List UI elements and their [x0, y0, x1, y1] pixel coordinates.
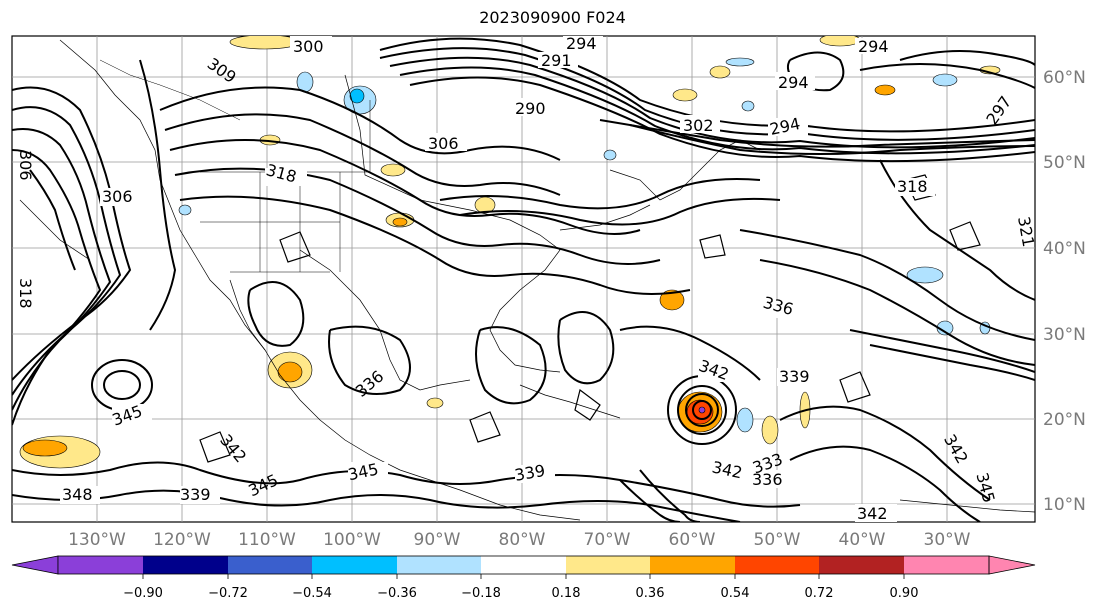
negative-patch: [698, 406, 706, 414]
colorbar-swatch: [228, 556, 312, 574]
contour-label: 291: [541, 51, 572, 70]
lat-label: 50°N: [1043, 153, 1086, 173]
contour-label: 339: [180, 485, 211, 504]
lat-label: 60°N: [1043, 68, 1086, 88]
positive-patch: [672, 88, 698, 102]
lon-label: 40°W: [839, 530, 886, 550]
colorbar-tick-label: 0.36: [636, 586, 665, 601]
colorbar-tick-label: 0.72: [805, 586, 834, 601]
contour-label: 302: [683, 116, 714, 135]
negative-patch: [906, 266, 944, 284]
contour-label: 348: [62, 485, 93, 504]
positive-patch: [761, 415, 779, 445]
colorbar-tick-label: −0.36: [377, 586, 417, 601]
negative-patch: [932, 73, 958, 87]
colorbar-extend-max: [988, 555, 1036, 575]
contour-label: 294: [858, 37, 889, 56]
colorbar-swatch: [650, 556, 735, 574]
lon-label: 130°W: [68, 530, 126, 550]
contour-label: 339: [779, 367, 810, 386]
contour-label: 321: [1014, 215, 1038, 248]
contour-label: 306: [16, 150, 35, 181]
positive-patch: [709, 65, 731, 79]
negative-patch: [603, 149, 617, 161]
contour-label: 294: [778, 73, 809, 92]
lat-label: 20°N: [1043, 410, 1086, 430]
colorbar-tick-label: 0.90: [890, 586, 919, 601]
lat-label: 10°N: [1043, 495, 1086, 515]
negative-patch: [178, 204, 192, 216]
positive-patch: [277, 361, 303, 383]
colorbar-swatch: [819, 556, 904, 574]
longitude-labels: 130°W 120°W 110°W 100°W 90°W 80°W 70°W 6…: [68, 530, 971, 550]
lon-label: 100°W: [323, 530, 381, 550]
lat-label: 30°N: [1043, 325, 1086, 345]
positive-patch: [874, 84, 896, 96]
colorbar-swatch: [397, 556, 481, 574]
lon-label: 110°W: [238, 530, 296, 550]
positive-patch: [659, 289, 685, 311]
negative-patch: [349, 88, 365, 104]
lon-label: 90°W: [414, 530, 461, 550]
colorbar-tick-label: −0.90: [123, 586, 163, 601]
negative-patch: [725, 57, 755, 67]
contour-label: 306: [428, 134, 459, 153]
negative-patch: [741, 100, 755, 112]
lon-label: 60°W: [669, 530, 716, 550]
contour-labels: 300 294 291 294 309 306 290 302 294 294 …: [16, 34, 1038, 523]
colorbar-swatch: [143, 556, 228, 574]
colorbar-swatch: [312, 556, 397, 574]
colorbar-swatch: [566, 556, 650, 574]
contour-label: 318: [897, 177, 928, 196]
colorbar-tick-label: −0.18: [461, 586, 501, 601]
negative-patch: [736, 407, 754, 433]
colorbar-swatch: [904, 556, 989, 574]
positive-patch: [22, 439, 68, 457]
lon-label: 70°W: [584, 530, 631, 550]
colorbar-swatch: [735, 556, 819, 574]
colorbar-swatch: [481, 556, 566, 574]
shaded-field: [19, 36, 1001, 469]
contour-label: 342: [857, 504, 888, 523]
contour-label: 290: [515, 99, 546, 118]
positive-patch: [229, 36, 301, 50]
lat-label: 40°N: [1043, 239, 1086, 259]
lon-label: 50°W: [754, 530, 801, 550]
positive-patch: [426, 397, 444, 409]
colorbar-extend-min: [11, 555, 59, 575]
colorbar-tick-label: −0.72: [208, 586, 248, 601]
colorbar-tick-label: −0.54: [292, 586, 332, 601]
contour-label: 336: [752, 470, 783, 489]
lon-label: 30°W: [924, 530, 971, 550]
contour-label: 306: [102, 187, 133, 206]
colorbar-tick-label: 0.54: [721, 586, 750, 601]
lon-label: 80°W: [499, 530, 546, 550]
colorbar-tick-label: 0.18: [552, 586, 581, 601]
lon-label: 120°W: [153, 530, 211, 550]
colorbar-swatch: [58, 556, 143, 574]
map-frame: [11, 35, 1036, 523]
latitude-labels: 60°N 50°N 40°N 30°N 20°N 10°N: [1043, 68, 1086, 515]
contour-label: 300: [293, 37, 324, 56]
positive-patch: [392, 217, 408, 227]
contour-label: 294: [566, 34, 597, 53]
colorbar: −0.90 −0.72 −0.54 −0.36 −0.18 0.18 0.36 …: [11, 555, 1036, 601]
positive-patch: [380, 163, 406, 177]
map-title: 2023090900 F024: [479, 8, 626, 27]
contour-label: 318: [16, 278, 35, 309]
